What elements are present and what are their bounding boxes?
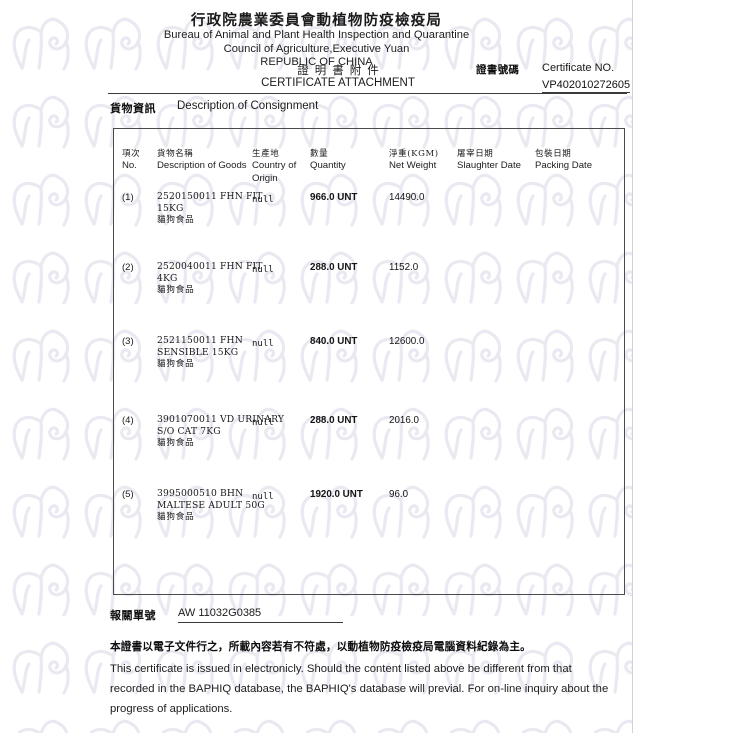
consignment-label-en: Description of Consignment xyxy=(177,100,319,112)
column-header-net-weight-en: Net Weight xyxy=(389,160,437,171)
table-row: 1920.0 UNT xyxy=(310,489,363,500)
table-row: 3901070011 VD URINARY S/O CAT 7KG 貓狗食品 xyxy=(157,414,297,450)
certificate-no-label-en: Certificate NO. xyxy=(542,62,615,74)
table-row: 1152.0 xyxy=(389,262,419,273)
column-header-no-en: No. xyxy=(122,160,137,171)
table-row: null xyxy=(252,195,274,205)
table-row: 288.0 UNT xyxy=(310,262,358,273)
org-title-en-line1: Bureau of Animal and Plant Health Inspec… xyxy=(163,29,470,41)
row-desc-line1: 2520150011 FHN FIT xyxy=(157,191,263,202)
row-desc-line2: MALTESE ADULT 50G xyxy=(157,499,265,511)
table-row: null xyxy=(252,339,274,349)
table-row: 288.0 UNT xyxy=(310,415,358,426)
row-desc-line2: S/O CAT 7KG xyxy=(157,425,221,437)
column-header-no-cn: 項次 xyxy=(122,149,141,159)
row-desc-line1: 2521150011 FHN xyxy=(157,335,243,346)
declaration-number-value: AW 11032G0385 xyxy=(178,607,343,623)
column-header-packing-date-cn: 包裝日期 xyxy=(535,149,572,159)
column-header-slaughter-date-en: Slaughter Date xyxy=(457,160,521,171)
org-title-en-line2: Council of Agriculture,Executive Yuan xyxy=(223,42,410,55)
table-row: (1) xyxy=(122,192,134,203)
row-desc-line2: 15KG xyxy=(157,202,184,214)
column-header-description: 貨物名稱 Description of Goods xyxy=(157,148,247,173)
table-row: (3) xyxy=(122,336,134,347)
table-row: null xyxy=(252,265,274,275)
certificate-page: 行政院農業委員會動植物防疫檢疫局 Bureau of Animal and Pl… xyxy=(0,0,633,733)
column-header-no: 項次 No. xyxy=(122,148,140,173)
column-header-net-weight: 淨重(KGM) Net Weight xyxy=(389,148,439,173)
page-content: 行政院農業委員會動植物防疫檢疫局 Bureau of Animal and Pl… xyxy=(108,12,631,715)
column-header-quantity-en: Quantity xyxy=(310,160,346,171)
row-desc-cjk: 貓狗食品 xyxy=(157,359,195,369)
column-header-description-en: Description of Goods xyxy=(157,160,247,171)
column-header-packing-date: 包裝日期 Packing Date xyxy=(535,148,592,173)
org-title-cn: 行政院農業委員會動植物防疫檢疫局 xyxy=(190,12,443,29)
column-header-quantity-cn: 數量 xyxy=(310,149,329,159)
table-row: 14490.0 xyxy=(389,192,425,203)
row-desc-line2: SENSIBLE 15KG xyxy=(157,346,239,358)
column-header-packing-date-en: Packing Date xyxy=(535,160,593,171)
table-row: 966.0 UNT xyxy=(310,192,358,203)
column-header-net-weight-cn: 淨重(KGM) xyxy=(389,149,439,159)
table-row: (5) xyxy=(122,489,134,500)
column-header-quantity: 數量 Quantity xyxy=(310,148,346,173)
row-desc-cjk: 貓狗食品 xyxy=(157,512,195,522)
table-row: 96.0 xyxy=(389,489,409,500)
table-row: 2016.0 xyxy=(389,415,419,426)
column-header-slaughter-date-cn: 屠宰日期 xyxy=(457,149,494,159)
legal-note-en: This certificate is issued in electronic… xyxy=(110,663,609,715)
column-header-slaughter-date: 屠宰日期 Slaughter Date xyxy=(457,148,521,173)
column-header-origin: 生產地 Country of Origin xyxy=(252,148,296,185)
attachment-title-en: CERTIFICATE ATTACHMENT xyxy=(261,77,415,89)
row-desc-cjk: 貓狗食品 xyxy=(157,438,195,448)
row-desc-cjk: 貓狗食品 xyxy=(157,285,195,295)
row-desc-cjk: 貓狗食品 xyxy=(157,215,195,225)
certificate-no-label-cn: 證書號碼 xyxy=(476,64,520,76)
certificate-no-value: VP402010272605 xyxy=(542,79,631,93)
table-row: null xyxy=(252,418,274,428)
row-desc-line1: 2520040011 FHN FIT xyxy=(157,261,263,272)
column-header-origin-en: Country of Origin xyxy=(252,160,297,184)
table-row: 840.0 UNT xyxy=(310,336,358,347)
table-row: (2) xyxy=(122,262,134,273)
legal-note-cn: 本證書以電子文件行之，所載內容若有不符處，以動植物防疫檢疫局電腦資料紀錄為主。 xyxy=(110,641,531,653)
declaration-label-cn: 報關單號 xyxy=(110,609,156,622)
column-header-description-cn: 貨物名稱 xyxy=(157,149,194,159)
table-row: (4) xyxy=(122,415,134,426)
table-row: 12600.0 xyxy=(389,336,425,347)
header-divider xyxy=(108,93,627,94)
row-desc-line1: 3995000510 BHN xyxy=(157,488,244,499)
row-desc-line2: 4KG xyxy=(157,272,178,284)
consignment-label-cn: 貨物資訊 xyxy=(110,102,156,115)
page-right-gutter xyxy=(634,0,733,733)
column-header-origin-cn: 生產地 xyxy=(252,149,280,159)
attachment-title-cn: 證明書附件 xyxy=(297,63,385,77)
table-row: null xyxy=(252,492,274,502)
